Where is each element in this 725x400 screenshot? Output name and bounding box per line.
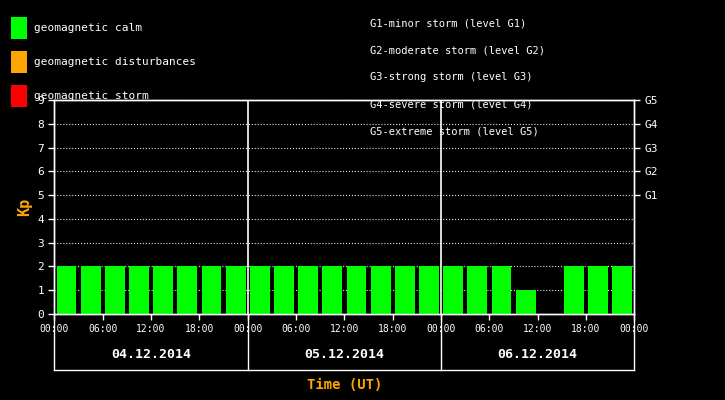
- Text: 04.12.2014: 04.12.2014: [111, 348, 191, 360]
- Text: G5-extreme storm (level G5): G5-extreme storm (level G5): [370, 127, 539, 137]
- Bar: [370, 266, 391, 314]
- Text: G4-severe storm (level G4): G4-severe storm (level G4): [370, 100, 532, 110]
- Bar: [492, 266, 511, 314]
- Bar: [105, 266, 125, 314]
- Bar: [613, 266, 632, 314]
- Bar: [564, 266, 584, 314]
- Bar: [274, 266, 294, 314]
- Bar: [323, 266, 342, 314]
- Text: geomagnetic storm: geomagnetic storm: [34, 91, 149, 101]
- Bar: [202, 266, 221, 314]
- Text: 06.12.2014: 06.12.2014: [497, 348, 578, 360]
- Text: geomagnetic disturbances: geomagnetic disturbances: [34, 57, 196, 67]
- Text: G1-minor storm (level G1): G1-minor storm (level G1): [370, 18, 526, 28]
- Bar: [80, 266, 101, 314]
- Text: G2-moderate storm (level G2): G2-moderate storm (level G2): [370, 45, 544, 55]
- Bar: [395, 266, 415, 314]
- Text: G3-strong storm (level G3): G3-strong storm (level G3): [370, 72, 532, 82]
- Bar: [588, 266, 608, 314]
- Bar: [250, 266, 270, 314]
- Text: 05.12.2014: 05.12.2014: [304, 348, 384, 360]
- Bar: [515, 290, 536, 314]
- Bar: [225, 266, 246, 314]
- Bar: [129, 266, 149, 314]
- Text: geomagnetic calm: geomagnetic calm: [34, 23, 142, 33]
- Bar: [419, 266, 439, 314]
- Bar: [443, 266, 463, 314]
- Bar: [153, 266, 173, 314]
- Bar: [57, 266, 76, 314]
- Bar: [298, 266, 318, 314]
- Text: Time (UT): Time (UT): [307, 378, 382, 392]
- Bar: [468, 266, 487, 314]
- Bar: [178, 266, 197, 314]
- Y-axis label: Kp: Kp: [17, 198, 32, 216]
- Bar: [347, 266, 366, 314]
